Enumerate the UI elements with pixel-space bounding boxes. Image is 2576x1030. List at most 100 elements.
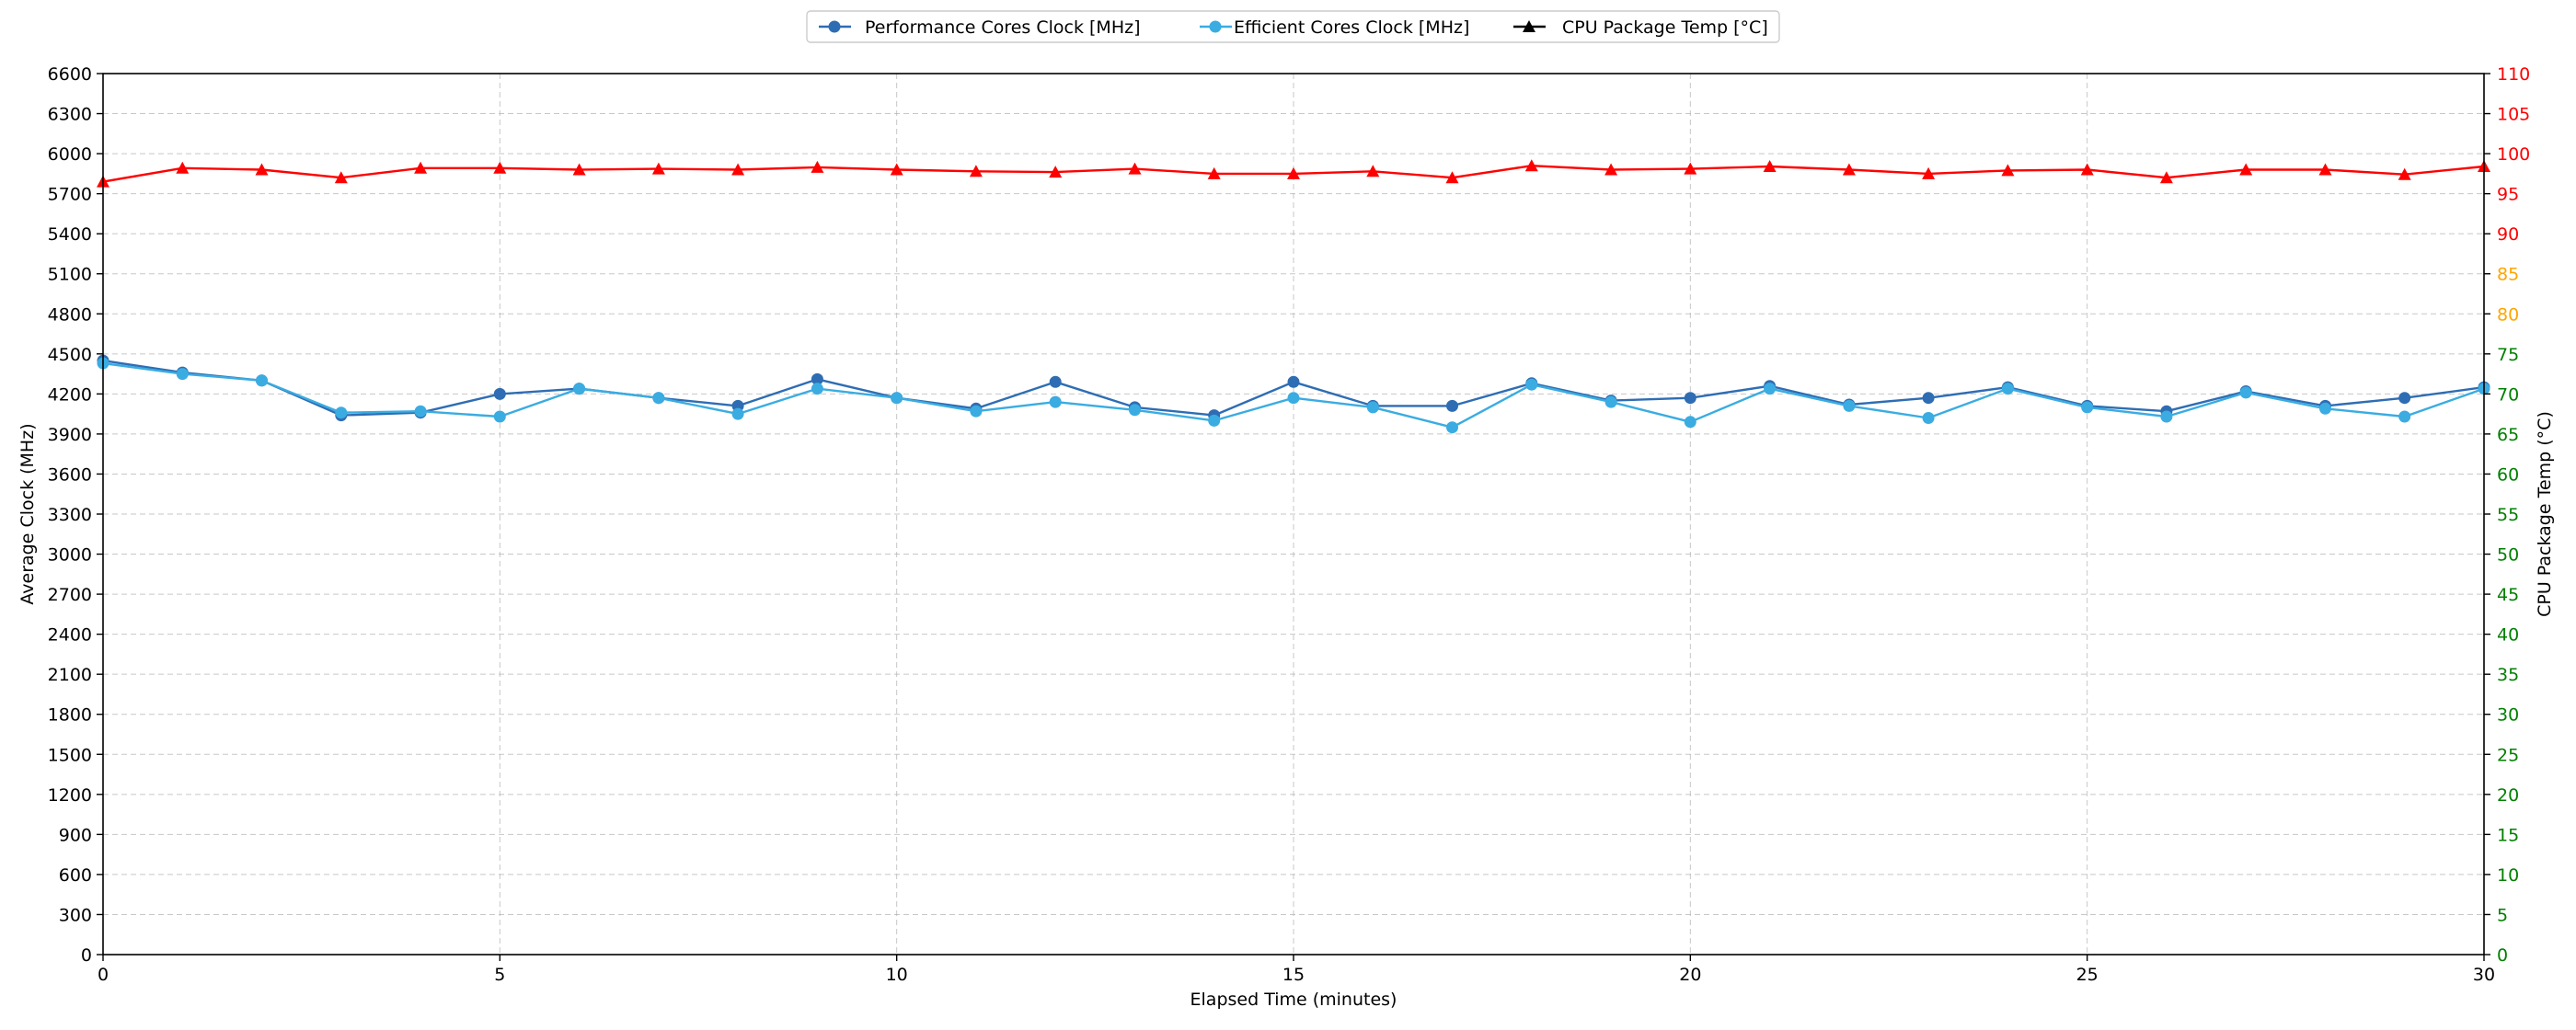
x-tick-label: 5 [494,965,505,985]
data-point [2398,392,2411,405]
data-point [811,383,823,395]
data-point [1843,399,1856,412]
data-point [1604,163,1618,176]
data-point [1842,163,1856,176]
data-point [335,406,348,419]
y-right-tick-label: 85 [2497,265,2519,285]
y-right-tick-label: 70 [2497,384,2519,405]
y-left-tick-label: 6300 [48,105,92,125]
series-2 [97,159,2490,188]
y-right-tick-label: 25 [2497,745,2519,765]
data-point [731,407,744,420]
data-point [1684,416,1696,429]
data-point [890,163,903,176]
data-point [2318,163,2332,176]
y-left-tick-label: 3600 [48,464,92,485]
y-right-tick-label: 110 [2497,64,2530,85]
data-point [1287,392,1300,405]
data-point [1287,166,1300,179]
y-left-tick-label: 0 [81,945,92,966]
data-point [1446,421,1458,434]
legend-item-performance-cores: Performance Cores Clock [MHz] [819,17,1141,38]
data-point [255,163,269,176]
legend-item-cpu-package-temp: CPU Package Temp [°C] [1513,17,1768,38]
y-right-tick-label: 50 [2497,545,2519,566]
data-point [651,162,665,175]
data-point [334,171,348,184]
y-left-tick-label: 2100 [48,665,92,685]
data-point [1445,171,1459,184]
y-right-tick-label: 105 [2497,105,2530,125]
y-left-tick-label: 3300 [48,505,92,525]
data-point [811,372,823,385]
data-point [1366,165,1380,177]
data-point [1366,401,1379,414]
data-point [1446,399,1458,412]
y-right-tick-label: 80 [2497,304,2519,325]
data-point [2160,410,2173,423]
legend-item-efficient-cores: Efficient Cores Clock [MHz] [1200,17,1469,38]
y-right-tick-label: 55 [2497,505,2519,525]
data-point [1049,166,1063,178]
data-point [1049,395,1062,408]
data-point [493,387,506,400]
data-point [2159,171,2173,184]
y-left-tick-label: 5400 [48,224,92,245]
legend: Performance Cores Clock [MHz] Efficient … [806,10,1780,43]
data-point [1287,375,1300,388]
legend-label-performance-cores: Performance Cores Clock [MHz] [865,17,1141,38]
y-left-tick-label: 1800 [48,705,92,726]
y-right-tick-label: 20 [2497,785,2519,806]
ticks: 0 5 10 15 20 25 300300600900120015001800210024… [48,64,2531,985]
y-right-tick-label: 0 [2497,945,2508,966]
data-point [2398,167,2411,180]
y-left-tick-label: 4800 [48,304,92,325]
y-left-tick-label: 900 [59,825,92,845]
data-point [1208,414,1221,427]
data-point [1922,166,1936,179]
y-axis-left-title: Average Clock (MHz) [17,423,38,604]
y-right-tick-label: 40 [2497,625,2519,646]
data-point [2080,163,2094,176]
data-point [652,392,665,405]
y-right-tick-label: 90 [2497,224,2519,245]
y-right-tick-label: 100 [2497,144,2530,165]
y-left-tick-label: 3900 [48,425,92,445]
x-tick-label: 20 [1679,965,1701,985]
y-right-tick-label: 10 [2497,865,2519,886]
data-point [1684,392,1696,405]
data-point [256,374,268,387]
data-point [493,410,506,423]
y-right-tick-label: 5 [2497,905,2508,925]
y-right-tick-label: 60 [2497,464,2519,485]
data-point [2239,386,2252,399]
y-left-tick-label: 5700 [48,185,92,205]
data-point [414,161,428,174]
data-point [1129,404,1141,417]
y-right-tick-label: 95 [2497,185,2519,205]
data-point [573,383,586,395]
data-point [2001,383,2014,395]
y-left-tick-label: 1200 [48,785,92,806]
data-point [572,163,586,176]
x-tick-label: 10 [886,965,908,985]
data-point [1922,392,1935,405]
legend-label-efficient-cores: Efficient Cores Clock [MHz] [1234,17,1469,38]
y-left-tick-label: 6000 [48,144,92,165]
y-right-tick-label: 35 [2497,665,2519,685]
data-point [2081,401,2094,414]
y-left-tick-label: 300 [59,905,92,925]
legend-label-cpu-package-temp: CPU Package Temp [°C] [1562,17,1768,38]
legend-box [806,10,1780,43]
data-point [891,392,903,405]
data-point [2319,402,2331,415]
x-axis-title: Elapsed Time (minutes) [1190,990,1397,1010]
data-point [2398,410,2411,423]
y-left-tick-label: 5100 [48,265,92,285]
y-right-tick-label: 15 [2497,825,2519,845]
data-point [2239,163,2253,176]
y-left-tick-label: 2700 [48,585,92,605]
y-left-tick-label: 6600 [48,64,92,85]
data-point [969,165,983,177]
data-point [2001,164,2015,177]
